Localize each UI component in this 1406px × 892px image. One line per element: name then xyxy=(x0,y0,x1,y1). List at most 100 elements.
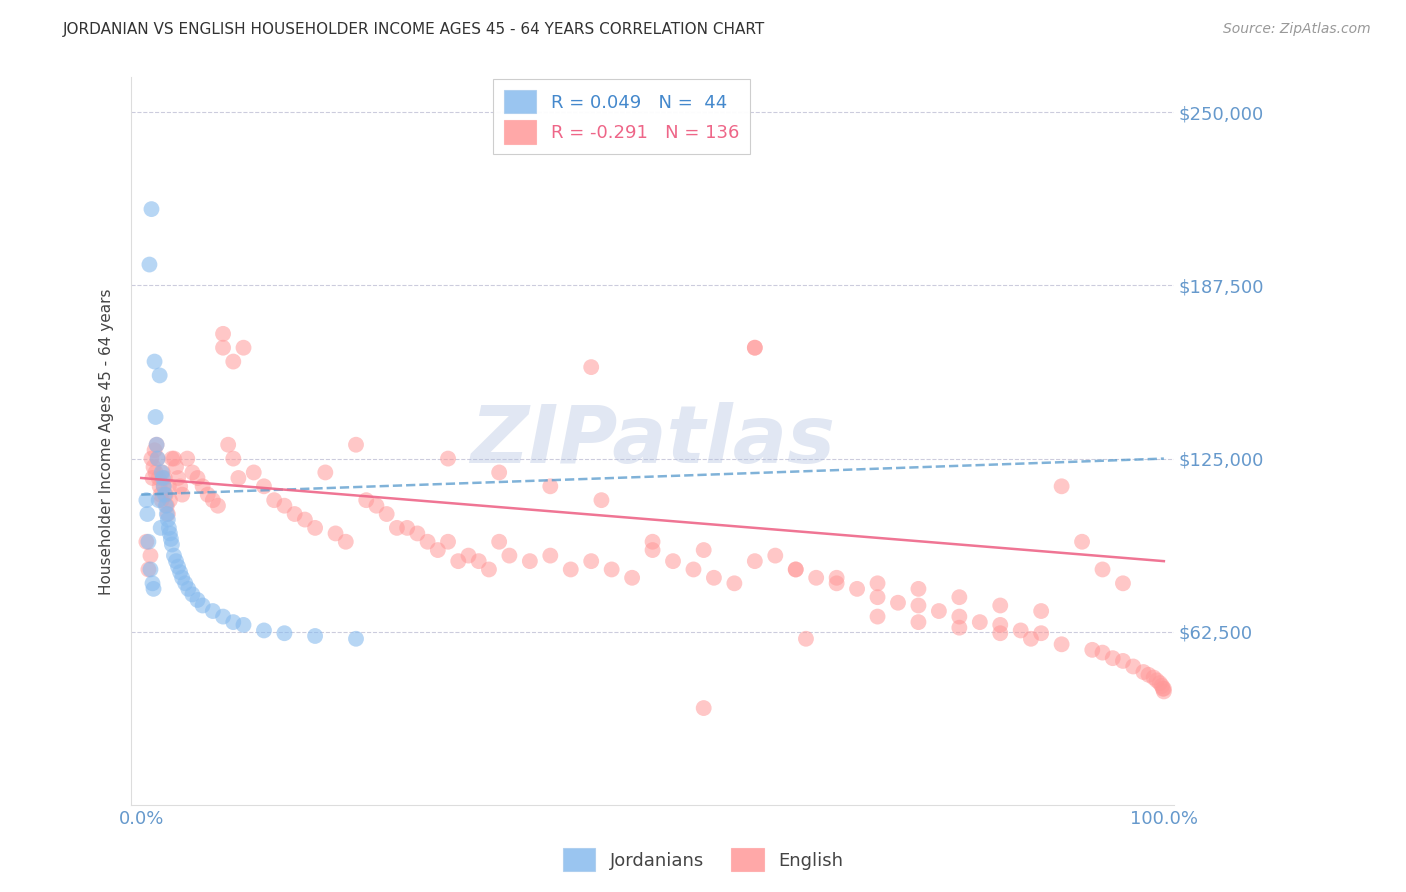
Point xyxy=(163,549,186,563)
Point xyxy=(156,507,179,521)
Point xyxy=(344,632,367,646)
Point xyxy=(988,618,1011,632)
Point xyxy=(201,604,224,618)
Point xyxy=(1081,643,1104,657)
Point xyxy=(167,471,190,485)
Point xyxy=(744,554,766,568)
Point xyxy=(253,479,276,493)
Point xyxy=(538,549,561,563)
Point xyxy=(149,521,172,535)
Point xyxy=(692,701,714,715)
Point xyxy=(201,493,224,508)
Point xyxy=(263,493,285,508)
Point xyxy=(153,488,176,502)
Point xyxy=(181,587,204,601)
Point xyxy=(186,471,208,485)
Point xyxy=(519,554,541,568)
Point xyxy=(467,554,489,568)
Point xyxy=(135,493,157,508)
Point xyxy=(866,609,889,624)
Point xyxy=(366,499,388,513)
Point xyxy=(155,499,177,513)
Point xyxy=(969,615,991,629)
Point xyxy=(138,534,160,549)
Point xyxy=(191,479,214,493)
Text: Source: ZipAtlas.com: Source: ZipAtlas.com xyxy=(1223,22,1371,37)
Point xyxy=(191,599,214,613)
Point xyxy=(825,571,848,585)
Point xyxy=(217,438,239,452)
Point xyxy=(641,534,664,549)
Point xyxy=(176,451,198,466)
Point xyxy=(142,582,165,596)
Point xyxy=(354,493,377,508)
Point xyxy=(222,615,245,629)
Point xyxy=(744,341,766,355)
Point xyxy=(160,451,183,466)
Legend: R = 0.049   N =  44, R = -0.291   N = 136: R = 0.049 N = 44, R = -0.291 N = 136 xyxy=(492,79,749,154)
Point xyxy=(437,451,460,466)
Point xyxy=(165,554,187,568)
Point xyxy=(375,507,398,521)
Point xyxy=(866,576,889,591)
Point xyxy=(304,629,326,643)
Point xyxy=(488,534,510,549)
Point xyxy=(138,562,160,576)
Point xyxy=(167,559,190,574)
Point xyxy=(907,615,929,629)
Point xyxy=(174,576,197,591)
Point xyxy=(149,488,172,502)
Point xyxy=(212,341,235,355)
Point xyxy=(1091,646,1114,660)
Point xyxy=(804,571,827,585)
Point xyxy=(1019,632,1042,646)
Point xyxy=(538,479,561,493)
Point xyxy=(155,488,177,502)
Point xyxy=(157,479,180,493)
Point xyxy=(794,632,817,646)
Point xyxy=(152,479,174,493)
Point xyxy=(141,576,163,591)
Point xyxy=(148,493,170,508)
Y-axis label: Householder Income Ages 45 - 64 years: Householder Income Ages 45 - 64 years xyxy=(100,288,114,594)
Point xyxy=(887,596,910,610)
Point xyxy=(207,499,229,513)
Point xyxy=(273,499,295,513)
Point xyxy=(181,466,204,480)
Point xyxy=(141,451,163,466)
Point xyxy=(1050,479,1073,493)
Point xyxy=(145,466,167,480)
Legend: Jordanians, English: Jordanians, English xyxy=(555,841,851,879)
Point xyxy=(294,512,316,526)
Point xyxy=(1071,534,1094,549)
Point xyxy=(1152,681,1174,696)
Point xyxy=(723,576,745,591)
Point xyxy=(165,459,187,474)
Point xyxy=(197,488,219,502)
Point xyxy=(152,471,174,485)
Point xyxy=(1010,624,1032,638)
Point xyxy=(948,590,970,604)
Point xyxy=(498,549,520,563)
Point xyxy=(150,466,173,480)
Point xyxy=(579,360,602,375)
Point xyxy=(785,562,807,576)
Point xyxy=(273,626,295,640)
Point xyxy=(447,554,470,568)
Point xyxy=(150,493,173,508)
Point xyxy=(1153,684,1175,698)
Point xyxy=(212,326,235,341)
Point xyxy=(488,466,510,480)
Point xyxy=(212,609,235,624)
Point xyxy=(785,562,807,576)
Point xyxy=(145,438,167,452)
Point xyxy=(142,459,165,474)
Point xyxy=(457,549,479,563)
Point xyxy=(406,526,429,541)
Point xyxy=(177,582,200,596)
Point xyxy=(157,521,180,535)
Point xyxy=(141,202,163,216)
Point xyxy=(426,543,449,558)
Point xyxy=(135,534,157,549)
Point xyxy=(139,562,162,576)
